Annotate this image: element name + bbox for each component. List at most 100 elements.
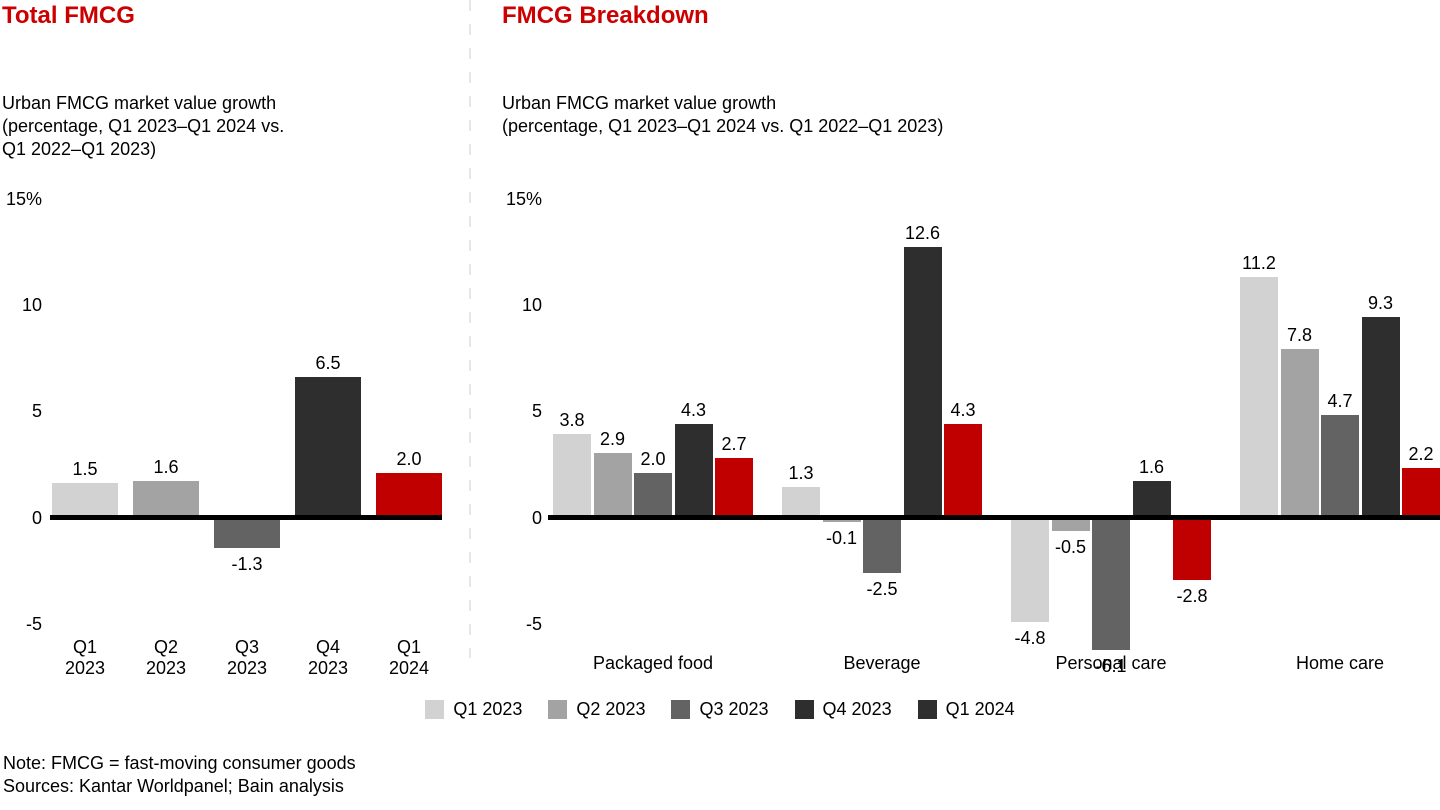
bar-value-label: 1.3 <box>788 463 814 484</box>
bar <box>1321 415 1359 515</box>
bar <box>822 520 861 523</box>
bar-value-label: 2.2 <box>1408 444 1434 465</box>
x-tick-label-line: 2024 <box>388 658 430 678</box>
left-chart-subtitle-line-1: Urban FMCG market value growth <box>2 93 277 113</box>
legend-label: Q4 2023 <box>822 699 892 719</box>
y-tick-label: 0 <box>31 507 42 528</box>
bar <box>674 423 713 515</box>
bar-value-label: 6.5 <box>315 352 341 373</box>
legend-label: Q2 2023 <box>576 699 646 719</box>
legend-item: Q1 2024 <box>917 698 1015 720</box>
bar <box>1280 349 1319 515</box>
bar <box>214 520 280 548</box>
bar <box>1092 520 1130 650</box>
category-label: Home care <box>1295 653 1385 673</box>
right-chart-subtitle-line-1: Urban FMCG market value growth <box>502 93 777 113</box>
bar <box>782 487 820 515</box>
bar-value-label: -2.5 <box>866 579 898 600</box>
legend-item: Q3 2023 <box>671 698 769 720</box>
bar-value-label: 2.0 <box>396 448 422 469</box>
x-tick-label: Q2 2023 <box>121 637 211 679</box>
bar-value-label: 4.3 <box>680 399 707 420</box>
x-tick-label-line: Q1 <box>396 637 421 657</box>
y-tick-label: 15% <box>505 188 542 209</box>
left-chart-subtitle-line-3: Q1 2022–Q1 2023) <box>2 139 157 159</box>
y-tick-label: 10 <box>521 295 542 315</box>
bar <box>1051 520 1090 531</box>
bar <box>295 376 361 515</box>
bar <box>863 520 901 574</box>
footnote-sources: Sources: Kantar Worldpanel; Bain analysi… <box>3 776 344 796</box>
x-tick-label-line: Q1 <box>72 637 97 657</box>
bar <box>1402 468 1440 515</box>
footnote-note: Note: FMCG = fast-moving consumer goods <box>3 753 356 773</box>
left-chart-title: Total FMCG <box>2 2 135 29</box>
legend-swatch <box>425 699 445 719</box>
category-label: Packaged food <box>592 653 714 673</box>
x-tick-label-line: Q4 <box>315 637 340 657</box>
legend-label: Q1 2023 <box>453 699 523 719</box>
x-tick-label-line: Q3 <box>234 637 259 657</box>
bar <box>1240 277 1278 515</box>
x-tick-label-line: 2023 <box>64 658 106 678</box>
bar-value-label: 1.6 <box>1138 457 1165 477</box>
category-label: Personal care <box>1055 653 1167 673</box>
bar-value-label: 2.7 <box>721 433 747 454</box>
total-fmcg-bar-chart: 15% 10 5 0 -5 1.5 1.6 -1.3 6.5 2.0 Q1 2023 Q2 2023 Q3 2… <box>0 0 470 700</box>
bar <box>376 472 442 515</box>
y-tick-label: 5 <box>31 401 42 422</box>
bar <box>1173 520 1211 580</box>
bar-value-label: 7.8 <box>1286 325 1313 346</box>
bar-value-label: -2.8 <box>1176 585 1208 606</box>
right-chart-title: FMCG Breakdown <box>502 2 709 29</box>
legend-swatch <box>671 699 691 719</box>
bar-value-label: 4.3 <box>950 399 976 420</box>
legend-item: Q1 2023 <box>425 698 522 720</box>
bar <box>903 247 942 515</box>
right-chart-subtitle: Urban FMCG market value growth (percenta… <box>502 92 943 138</box>
right-chart-subtitle-line-2: (percentage, Q1 2023–Q1 2024 vs. Q1 2022… <box>502 116 944 136</box>
left-chart-subtitle: Urban FMCG market value growth (percenta… <box>2 92 284 161</box>
bar <box>1011 520 1049 622</box>
y-tick-label: 5 <box>531 401 542 422</box>
bar-value-label: -6.1 <box>1095 655 1127 676</box>
x-tick-label: Q4 2023 <box>283 637 373 679</box>
x-tick-label-line: 2023 <box>226 658 268 678</box>
x-tick-label: Q1 2023 <box>40 637 130 679</box>
legend-label: Q3 2023 <box>699 699 769 719</box>
bar <box>944 423 982 515</box>
y-tick-label: 15% <box>5 188 42 209</box>
bar <box>715 457 753 515</box>
bar-value-label: 2.9 <box>599 429 626 450</box>
bar-value-label: 4.7 <box>1327 391 1353 412</box>
bar-value-label: 1.5 <box>72 459 98 480</box>
x-tick-label-line: 2023 <box>307 658 349 678</box>
bar <box>133 481 199 515</box>
legend-swatch <box>548 699 568 719</box>
x-tick-label-line: 2023 <box>145 658 187 678</box>
bar-value-label: -0.1 <box>825 528 858 549</box>
fmcg-breakdown-bar-chart: 15% 10 5 0 -5 3.8 2.9 2.0 4.3 2.7 Packaged food 1.3… <box>470 0 1440 700</box>
footnote: Note: FMCG = fast-moving consumer goods … <box>3 752 356 798</box>
bar <box>634 472 672 515</box>
legend-item: Q2 2023 <box>548 698 645 720</box>
bar-value-label: 3.8 <box>559 410 585 431</box>
bar-value-label: 12.6 <box>904 223 941 244</box>
left-chart-subtitle-line-2: (percentage, Q1 2023–Q1 2024 vs. <box>2 116 285 136</box>
bar <box>1132 481 1171 515</box>
zero-axis-line <box>50 515 442 520</box>
bar-value-label: 11.2 <box>1242 253 1276 273</box>
bar-value-label: 9.3 <box>1367 293 1394 314</box>
bar-value-label: -0.5 <box>1054 536 1087 557</box>
x-tick-label: Q1 2024 <box>364 637 454 679</box>
bar-value-label: -1.3 <box>231 553 263 574</box>
legend-swatch <box>794 699 814 719</box>
bar-value-label: 1.6 <box>153 457 179 477</box>
zero-axis-line <box>548 515 1440 520</box>
y-tick-label: 10 <box>21 295 42 315</box>
legend-label: Q1 2024 <box>945 699 1015 719</box>
bar <box>52 483 118 515</box>
x-tick-label-line: Q2 <box>153 637 178 657</box>
bar-value-label: -4.8 <box>1014 628 1046 648</box>
